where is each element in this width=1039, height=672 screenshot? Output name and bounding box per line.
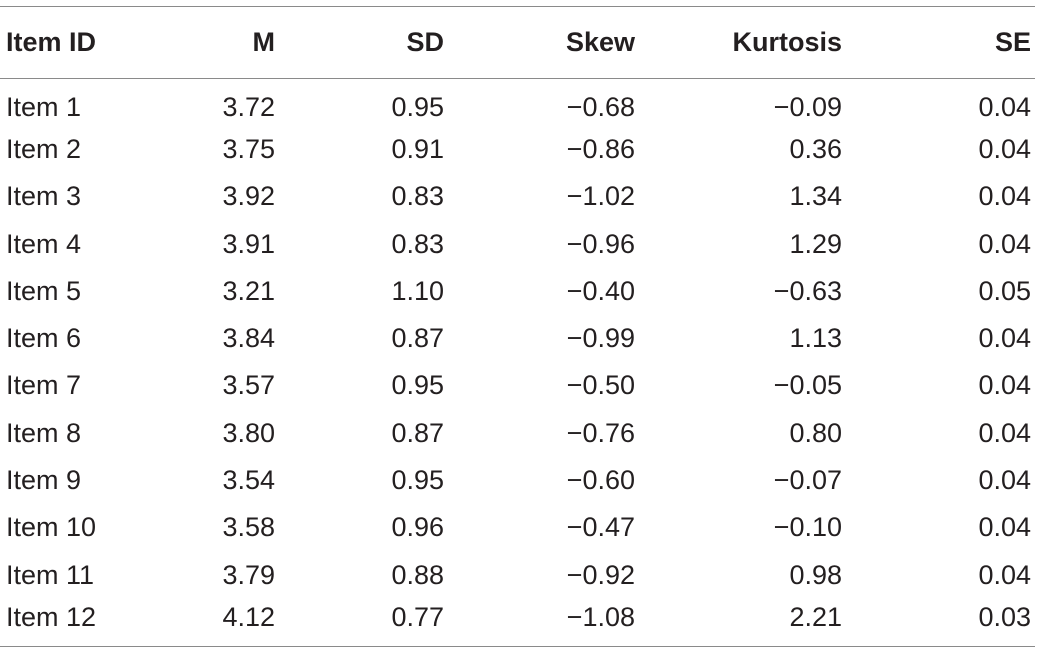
cell-kurtosis: 0.80 <box>789 417 842 448</box>
cell-mean: 3.79 <box>222 559 275 590</box>
cell-sd: 1.10 <box>391 275 444 306</box>
cell-item-id: Item 9 <box>6 465 82 496</box>
cell-se: 0.03 <box>842 598 1035 647</box>
cell-sd: 0.77 <box>275 598 444 647</box>
table-row: Item 6 3.84 0.87 −0.99 1.13 0.04 <box>0 315 1035 362</box>
cell-kurtosis: −0.10 <box>773 512 842 543</box>
table-row: Item 12 4.12 0.77 −1.08 2.21 0.03 <box>0 598 1035 647</box>
cell-mean: 3.58 <box>222 512 275 543</box>
cell-kurtosis: 0.36 <box>789 133 842 164</box>
cell-skew: −1.08 <box>444 598 635 647</box>
cell-skew: −0.68 <box>566 91 635 122</box>
cell-se: 0.04 <box>978 91 1031 122</box>
cell-sd: 0.83 <box>391 228 444 259</box>
cell-sd: 0.88 <box>391 559 444 590</box>
cell-item-id: Item 11 <box>6 559 95 590</box>
cell-sd: 0.95 <box>391 370 444 401</box>
cell-item-id: Item 12 <box>0 598 175 647</box>
cell-se: 0.04 <box>978 512 1031 543</box>
table-row: Item 2 3.75 0.91 −0.86 0.36 0.04 <box>0 126 1035 173</box>
cell-skew: −0.99 <box>566 323 635 354</box>
cell-mean: 3.21 <box>222 275 275 306</box>
table-row: Item 11 3.79 0.88 −0.92 0.98 0.04 <box>0 551 1035 598</box>
cell-item-id: Item 2 <box>6 133 82 164</box>
header-kurtosis: Kurtosis <box>635 6 842 79</box>
cell-sd: 0.87 <box>391 323 444 354</box>
cell-sd: 0.83 <box>391 181 444 212</box>
cell-item-id: Item 7 <box>6 370 82 401</box>
cell-kurtosis: 1.13 <box>789 323 842 354</box>
cell-item-id: Item 1 <box>6 91 82 122</box>
cell-item-id: Item 8 <box>6 417 82 448</box>
table-row: Item 4 3.91 0.83 −0.96 1.29 0.04 <box>0 220 1035 267</box>
table-row: Item 9 3.54 0.95 −0.60 −0.07 0.04 <box>0 457 1035 504</box>
cell-skew: −0.92 <box>566 559 635 590</box>
cell-kurtosis: 1.34 <box>789 181 842 212</box>
table-row: Item 8 3.80 0.87 −0.76 0.80 0.04 <box>0 410 1035 457</box>
cell-kurtosis: −0.05 <box>773 370 842 401</box>
cell-mean: 3.72 <box>222 91 275 122</box>
table-row: Item 5 3.21 1.10 −0.40 −0.63 0.05 <box>0 268 1035 315</box>
cell-skew: −0.40 <box>566 275 635 306</box>
cell-mean: 3.54 <box>222 465 275 496</box>
cell-sd: 0.91 <box>391 133 444 164</box>
cell-sd: 0.96 <box>391 512 444 543</box>
cell-kurtosis: 2.21 <box>635 598 842 647</box>
table-row: Item 1 3.72 0.95 −0.68 −0.09 0.04 <box>0 79 1035 126</box>
cell-item-id: Item 10 <box>6 512 97 543</box>
table-row: Item 10 3.58 0.96 −0.47 −0.10 0.04 <box>0 504 1035 551</box>
cell-mean: 3.92 <box>222 181 275 212</box>
cell-sd: 0.95 <box>391 465 444 496</box>
cell-item-id: Item 3 <box>6 181 82 212</box>
cell-item-id: Item 4 <box>6 228 82 259</box>
cell-skew: −0.86 <box>566 133 635 164</box>
cell-kurtosis: −0.63 <box>773 275 842 306</box>
cell-mean: 3.57 <box>222 370 275 401</box>
table-header: Item ID M SD Skew Kurtosis SE <box>0 6 1035 79</box>
cell-mean: 3.80 <box>222 417 275 448</box>
cell-mean: 3.84 <box>222 323 275 354</box>
table-body: Item 1 3.72 0.95 −0.68 −0.09 0.04 Item 2 3.75 0.… <box>0 79 1035 647</box>
cell-se: 0.04 <box>978 417 1031 448</box>
cell-se: 0.04 <box>978 465 1031 496</box>
cell-se: 0.04 <box>978 228 1031 259</box>
header-se: SE <box>842 6 1035 79</box>
cell-kurtosis: 0.98 <box>789 559 842 590</box>
cell-se: 0.04 <box>978 133 1031 164</box>
cell-kurtosis: −0.07 <box>773 465 842 496</box>
header-item-id: Item ID <box>0 6 175 79</box>
cell-item-id: Item 6 <box>6 323 82 354</box>
cell-se: 0.04 <box>978 559 1031 590</box>
cell-se: 0.04 <box>978 181 1031 212</box>
cell-se: 0.04 <box>978 370 1031 401</box>
cell-item-id: Item 5 <box>6 275 82 306</box>
cell-kurtosis: −0.09 <box>773 91 842 122</box>
cell-kurtosis: 1.29 <box>789 228 842 259</box>
cell-skew: −0.60 <box>566 465 635 496</box>
table-row: Item 7 3.57 0.95 −0.50 −0.05 0.04 <box>0 362 1035 409</box>
cell-mean: 3.91 <box>222 228 275 259</box>
header-sd: SD <box>275 6 444 79</box>
cell-mean: 4.12 <box>175 598 275 647</box>
cell-skew: −0.47 <box>566 512 635 543</box>
cell-skew: −0.96 <box>566 228 635 259</box>
cell-skew: −0.76 <box>566 417 635 448</box>
header-skew: Skew <box>444 6 635 79</box>
cell-mean: 3.75 <box>222 133 275 164</box>
table-row: Item 3 3.92 0.83 −1.02 1.34 0.04 <box>0 173 1035 220</box>
cell-sd: 0.95 <box>391 91 444 122</box>
header-mean: M <box>175 6 275 79</box>
descriptive-statistics-table: Item ID M SD Skew Kurtosis SE Item 1 3.72… <box>0 6 1035 647</box>
cell-skew: −0.50 <box>566 370 635 401</box>
cell-se: 0.04 <box>978 323 1031 354</box>
cell-skew: −1.02 <box>566 181 635 212</box>
cell-sd: 0.87 <box>391 417 444 448</box>
cell-se: 0.05 <box>978 275 1031 306</box>
header-row: Item ID M SD Skew Kurtosis SE <box>0 6 1035 79</box>
